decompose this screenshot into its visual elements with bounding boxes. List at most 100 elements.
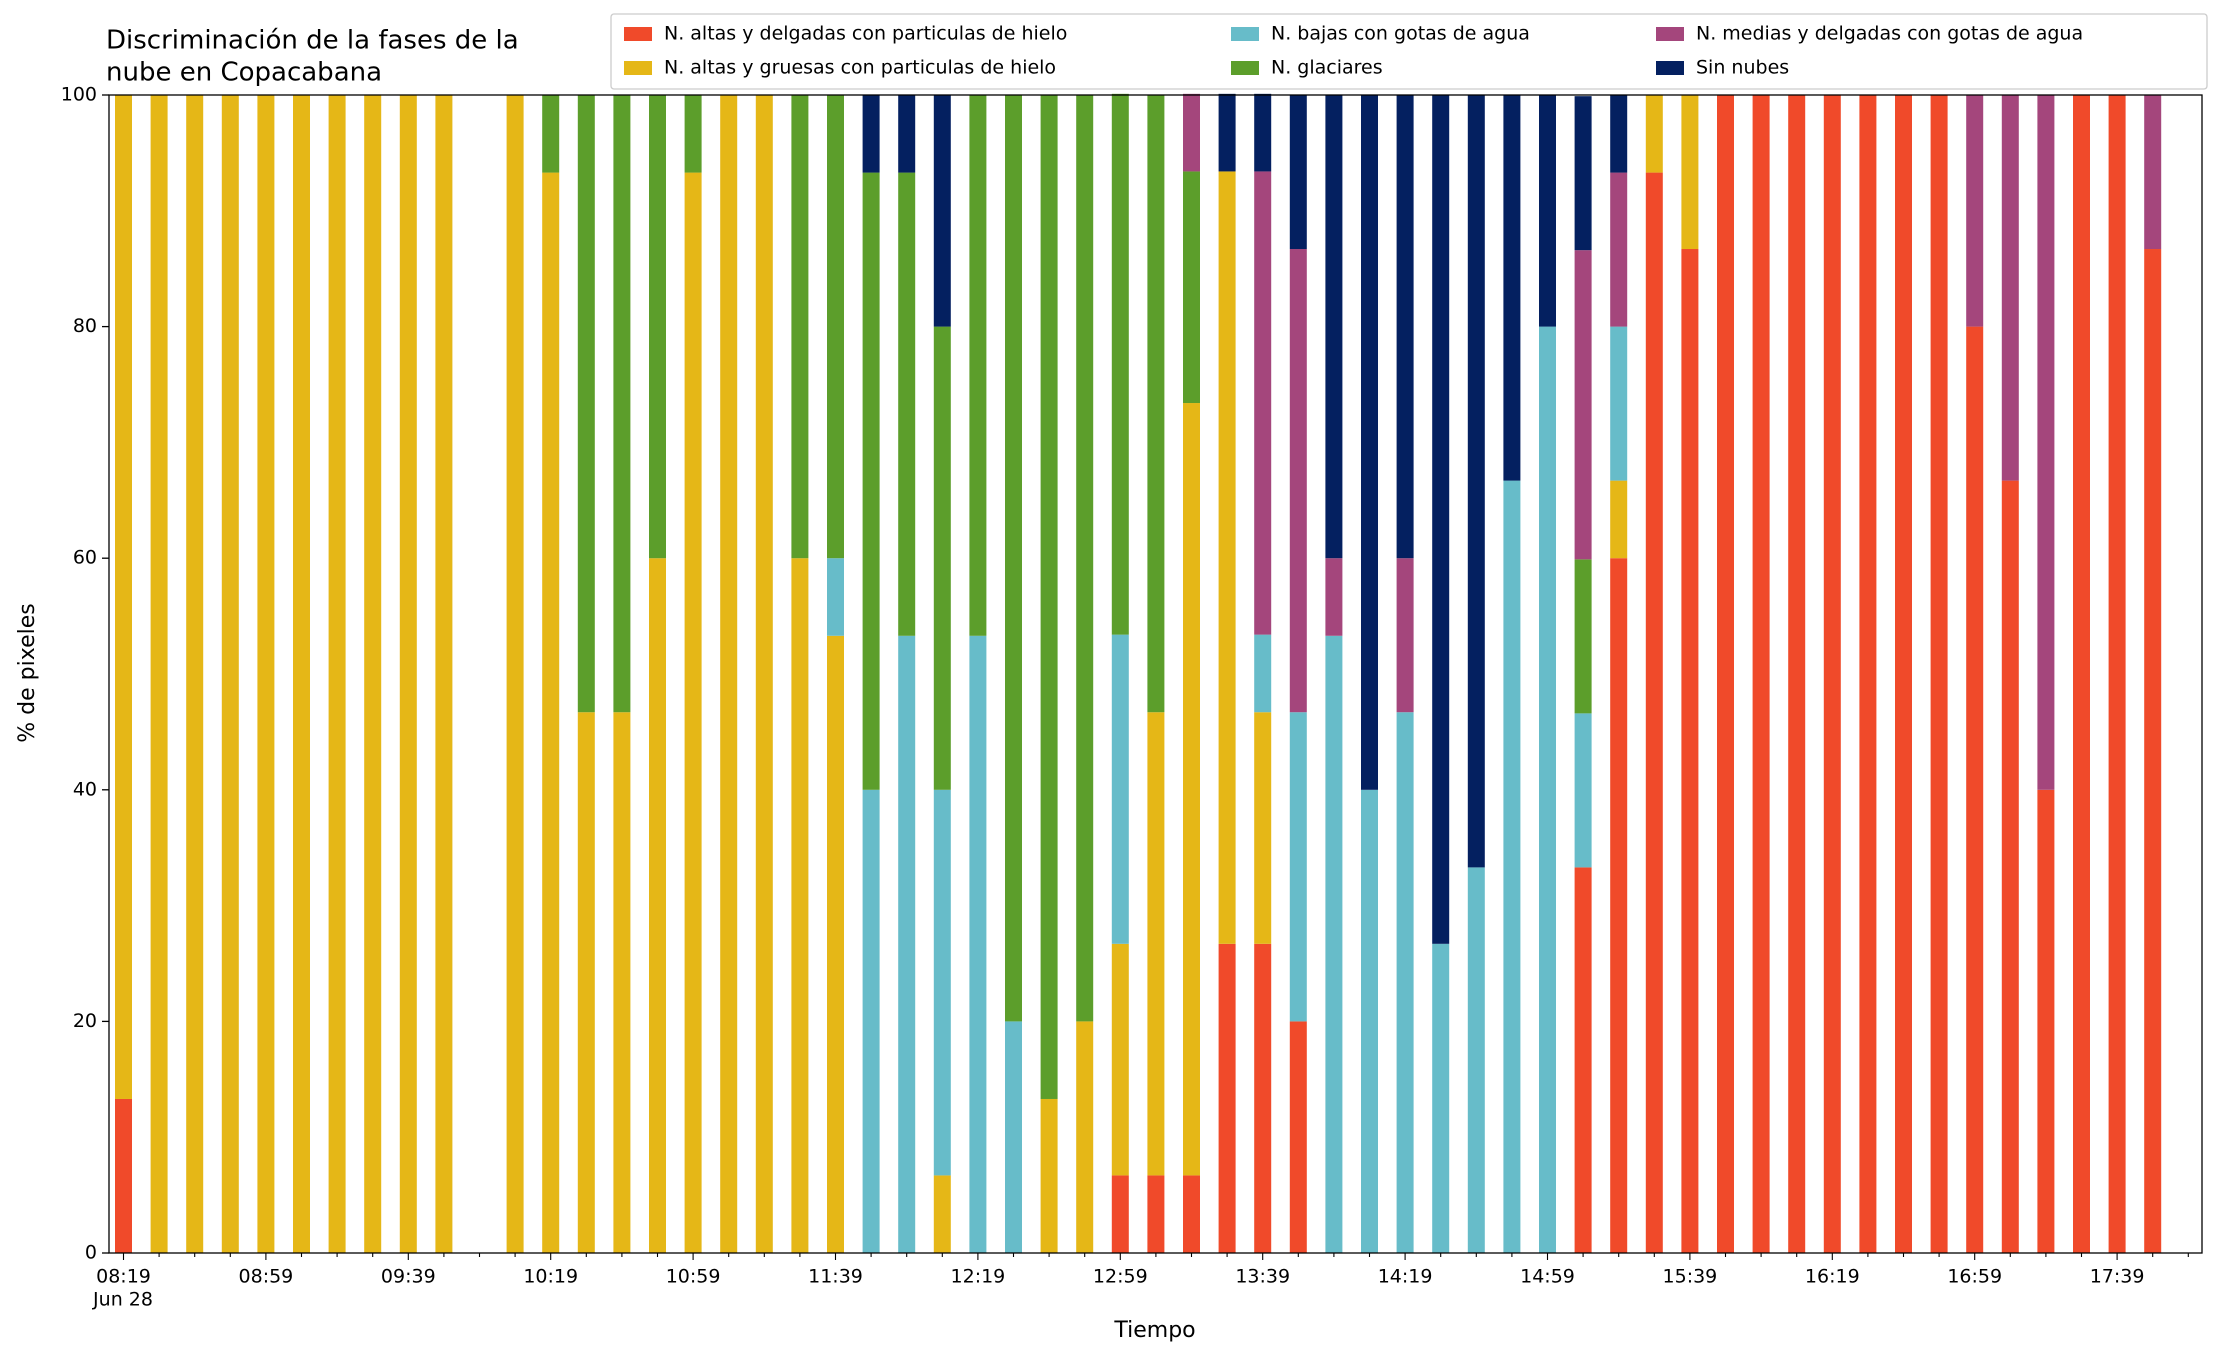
chart-title: Discriminación de la fases de la bbox=[106, 26, 519, 56]
legend-label: N. medias y delgadas con gotas de agua bbox=[1696, 23, 2083, 45]
bar-segment bbox=[364, 95, 382, 1253]
bar-segment bbox=[1574, 713, 1592, 868]
bar-segment bbox=[969, 95, 987, 636]
bar-segment bbox=[577, 712, 595, 1253]
bar-segment bbox=[1005, 95, 1022, 1022]
legend-label: N. glaciares bbox=[1271, 57, 1383, 79]
y-tick-label: 100 bbox=[61, 84, 97, 106]
bar-segment bbox=[328, 95, 346, 1253]
x-tick-label: 17:39 bbox=[2090, 1266, 2145, 1288]
bar-segment bbox=[1183, 93, 1200, 172]
x-tick-label: 16:19 bbox=[1805, 1266, 1860, 1288]
bar-segment bbox=[862, 95, 880, 173]
bar-segment bbox=[1610, 326, 1628, 481]
x-tick-label: 15:39 bbox=[1663, 1266, 1718, 1288]
date-label: Jun 28 bbox=[92, 1289, 153, 1311]
bar-segment bbox=[115, 1098, 132, 1253]
bar-segment bbox=[1610, 558, 1628, 1253]
bar-segment bbox=[898, 635, 916, 1253]
bar-segment bbox=[1254, 634, 1272, 713]
bar-segment bbox=[115, 95, 132, 1099]
x-tick-label: 13:39 bbox=[1235, 1266, 1290, 1288]
bar-segment bbox=[1503, 95, 1521, 481]
bar-segment bbox=[1325, 95, 1343, 559]
bar-segment bbox=[898, 95, 916, 173]
bar-segment bbox=[1325, 635, 1343, 1253]
bar-segment bbox=[684, 172, 702, 1254]
bar-segment bbox=[2144, 95, 2162, 250]
bar-segment bbox=[1218, 171, 1236, 944]
bar-segment bbox=[1289, 1021, 1307, 1253]
bar-segment bbox=[1111, 1175, 1129, 1253]
bar-segment bbox=[186, 95, 204, 1253]
legend-label: N. bajas con gotas de agua bbox=[1271, 23, 1530, 45]
bar-segment bbox=[293, 95, 310, 1253]
bar-segment bbox=[1823, 95, 1841, 1253]
bar-segment bbox=[1111, 634, 1129, 944]
bar-segment bbox=[684, 95, 702, 173]
bar-segment bbox=[898, 172, 916, 636]
bar-segment bbox=[1396, 558, 1414, 713]
legend: N. altas y delgadas con particulas de hi… bbox=[610, 13, 2208, 90]
bar-segment bbox=[1467, 867, 1485, 1253]
bar-segment bbox=[2001, 480, 2019, 1253]
legend-label: Sin nubes bbox=[1696, 57, 1789, 79]
bar-segment bbox=[1539, 326, 1556, 1254]
bar-segment bbox=[827, 558, 844, 636]
bar-segment bbox=[1289, 712, 1307, 1022]
bar-segment bbox=[1396, 712, 1414, 1253]
x-tick-label: 16:59 bbox=[1947, 1266, 2002, 1288]
y-tick-label: 40 bbox=[73, 778, 97, 800]
bar-segment bbox=[1040, 1098, 1058, 1253]
y-tick-label: 80 bbox=[73, 315, 97, 337]
bar-segment bbox=[1218, 93, 1236, 172]
bar-segment bbox=[1005, 1021, 1022, 1253]
bar-segment bbox=[150, 95, 168, 1253]
bar-segment bbox=[1183, 403, 1200, 1176]
bar-segment bbox=[1645, 172, 1663, 1254]
bar-segment bbox=[862, 789, 880, 1253]
x-tick-label: 10:19 bbox=[523, 1266, 578, 1288]
bar-segment bbox=[2073, 95, 2090, 1253]
bar-segment bbox=[791, 95, 809, 559]
bar-segment bbox=[1218, 943, 1236, 1253]
bar-segment bbox=[1254, 943, 1272, 1253]
bar-segment bbox=[2001, 95, 2019, 481]
x-tick-label: 12:59 bbox=[1093, 1266, 1148, 1288]
bar-segment bbox=[1966, 326, 1984, 1254]
legend-swatch bbox=[1656, 61, 1684, 75]
bar-segment bbox=[969, 635, 987, 1253]
x-tick-label: 08:19 bbox=[96, 1266, 151, 1288]
bar-segment bbox=[1539, 95, 1556, 327]
bar-segment bbox=[827, 635, 844, 1253]
legend-swatch bbox=[1231, 61, 1259, 75]
bar-segment bbox=[613, 95, 631, 713]
bar-segment bbox=[755, 95, 773, 1253]
bar-segment bbox=[720, 95, 738, 1253]
bar-segment bbox=[1147, 95, 1165, 713]
bar-segment bbox=[827, 95, 844, 559]
bar-segment bbox=[1610, 172, 1628, 327]
bar-segment bbox=[1183, 171, 1200, 404]
bar-segment bbox=[1147, 712, 1165, 1176]
x-tick-label: 09:39 bbox=[381, 1266, 436, 1288]
bar-segment bbox=[1681, 249, 1699, 1253]
legend-box bbox=[610, 13, 2208, 90]
x-tick-label: 14:19 bbox=[1378, 1266, 1433, 1288]
bar-segment bbox=[435, 95, 453, 1253]
bar-segment bbox=[1111, 943, 1129, 1176]
bar-segment bbox=[1752, 95, 1770, 1253]
bar-segment bbox=[1325, 558, 1343, 636]
bar-segment bbox=[933, 1175, 951, 1253]
bar-segment bbox=[2037, 789, 2055, 1253]
bar-segment bbox=[1289, 249, 1307, 713]
bar-segment bbox=[933, 789, 951, 1176]
bar-segment bbox=[1432, 95, 1450, 944]
bar-segment bbox=[1574, 96, 1592, 251]
x-tick-label: 12:19 bbox=[951, 1266, 1006, 1288]
bar-segment bbox=[1574, 867, 1592, 1253]
bar-segment bbox=[1610, 95, 1628, 173]
bar-segment bbox=[1895, 95, 1912, 1253]
bar-segment bbox=[1254, 171, 1272, 635]
